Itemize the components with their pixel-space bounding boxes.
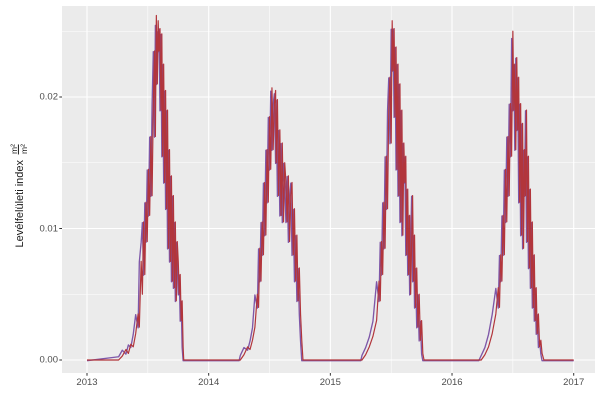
x-tick-label-2015: 2015 bbox=[319, 377, 341, 388]
series-red-line bbox=[87, 14, 574, 361]
x-tick-label-2016: 2016 bbox=[441, 377, 463, 388]
x-tick-label-2014: 2014 bbox=[198, 377, 220, 388]
y-tick-label-0.01: 0.01 bbox=[39, 223, 59, 234]
y-tick-label-0.00: 0.00 bbox=[39, 354, 59, 366]
x-tick-label-2017: 2017 bbox=[563, 377, 585, 388]
x-tick-label-2013: 2013 bbox=[76, 377, 98, 388]
plot-panel bbox=[62, 6, 595, 373]
y-tick-label-0.02: 0.02 bbox=[39, 91, 59, 103]
